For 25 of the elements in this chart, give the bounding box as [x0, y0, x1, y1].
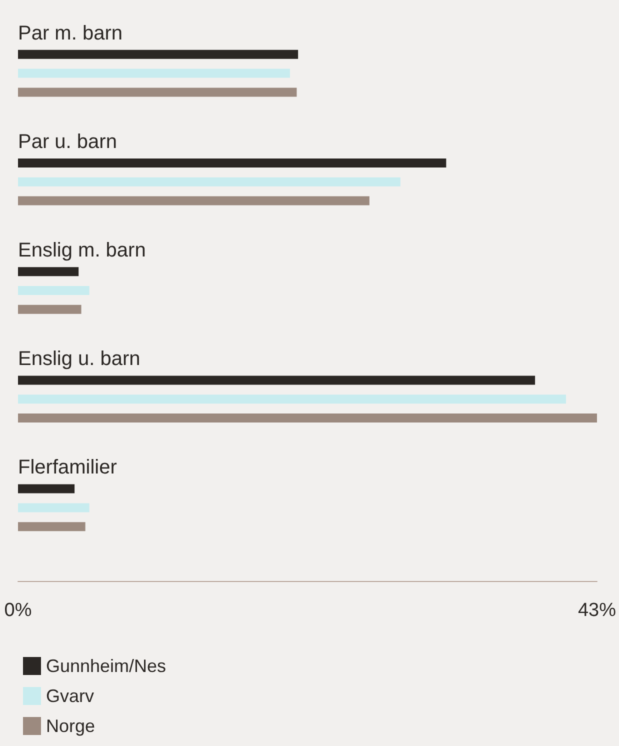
legend-label: Gvarv — [46, 686, 94, 706]
y-tick-label: Par m. barn — [18, 22, 122, 44]
y-tick-label: Par u. barn — [18, 130, 117, 153]
bar — [18, 484, 75, 494]
x-tick-label: 43% — [578, 600, 616, 621]
y-tick-label: Enslig m. barn — [18, 240, 146, 262]
bar — [18, 68, 290, 78]
bar — [18, 50, 298, 59]
legend-label: Norge — [46, 716, 96, 736]
bar — [18, 88, 297, 97]
y-tick-label: Enslig u. barn — [18, 348, 140, 370]
bar — [18, 304, 82, 314]
bar — [18, 267, 79, 276]
bar — [18, 376, 536, 385]
legend-label: Gunnheim/Nes — [46, 656, 166, 676]
bar — [18, 394, 566, 404]
y-tick-label: Flerfamilier — [18, 456, 118, 479]
bar — [18, 522, 86, 532]
bar — [18, 286, 90, 295]
bar — [18, 177, 400, 186]
bar — [18, 503, 90, 512]
bar — [18, 196, 370, 206]
x-tick-label: 0% — [4, 600, 32, 621]
bar — [18, 414, 597, 422]
bar — [18, 158, 446, 168]
